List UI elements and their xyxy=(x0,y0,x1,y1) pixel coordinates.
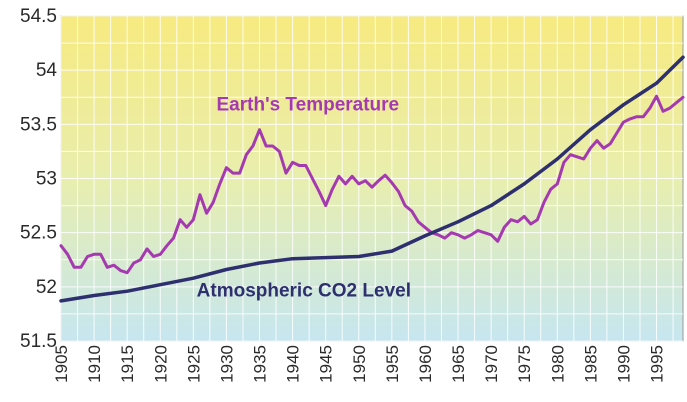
x-tick-label: 1985 xyxy=(581,345,600,383)
x-tick-label: 1995 xyxy=(648,345,667,383)
grid xyxy=(60,15,683,342)
y-tick-label: 53 xyxy=(36,169,57,190)
series-lines xyxy=(59,55,685,303)
x-axis-ticks: 1905 1910 1915 1920 1925 1930 1935 1940 1945 1950… xyxy=(52,345,667,383)
y-tick-label: 52.5 xyxy=(20,223,57,244)
y-tick-label: 54 xyxy=(36,60,58,81)
x-tick-label: 1920 xyxy=(151,345,170,383)
x-tick-label: 1980 xyxy=(548,345,567,383)
y-tick-label: 51.5 xyxy=(20,331,57,352)
co2-line xyxy=(59,55,685,303)
x-tick-label: 1905 xyxy=(52,345,71,383)
temperature-series-label: Earth's Temperature xyxy=(217,94,400,115)
co2-series-label: Atmospheric CO2 Level xyxy=(197,281,411,302)
x-tick-label: 1930 xyxy=(217,345,236,383)
y-tick-label: 54.5 xyxy=(20,6,57,27)
x-tick-label: 1945 xyxy=(317,345,336,383)
x-tick-label: 1925 xyxy=(184,345,203,383)
x-tick-label: 1965 xyxy=(449,345,468,383)
x-tick-label: 1955 xyxy=(383,345,402,383)
series-labels: Earth's Temperature Atmospheric CO2 Level xyxy=(197,94,411,301)
y-tick-label: 53.5 xyxy=(20,114,57,135)
x-tick-label: 1935 xyxy=(251,345,270,383)
x-tick-label: 1910 xyxy=(85,345,104,383)
temperature-line xyxy=(59,94,685,275)
y-axis-ticks: 51.5 52 52.5 53 53.5 54 54.5 xyxy=(20,6,57,352)
x-tick-label: 1970 xyxy=(482,345,501,383)
x-tick-label: 1940 xyxy=(284,345,303,383)
x-tick-label: 1915 xyxy=(118,345,137,383)
y-tick-label: 52 xyxy=(36,277,57,298)
x-tick-label: 1950 xyxy=(350,345,369,383)
x-tick-label: 1990 xyxy=(614,345,633,383)
x-tick-label: 1975 xyxy=(515,345,534,383)
x-tick-label: 1960 xyxy=(416,345,435,383)
